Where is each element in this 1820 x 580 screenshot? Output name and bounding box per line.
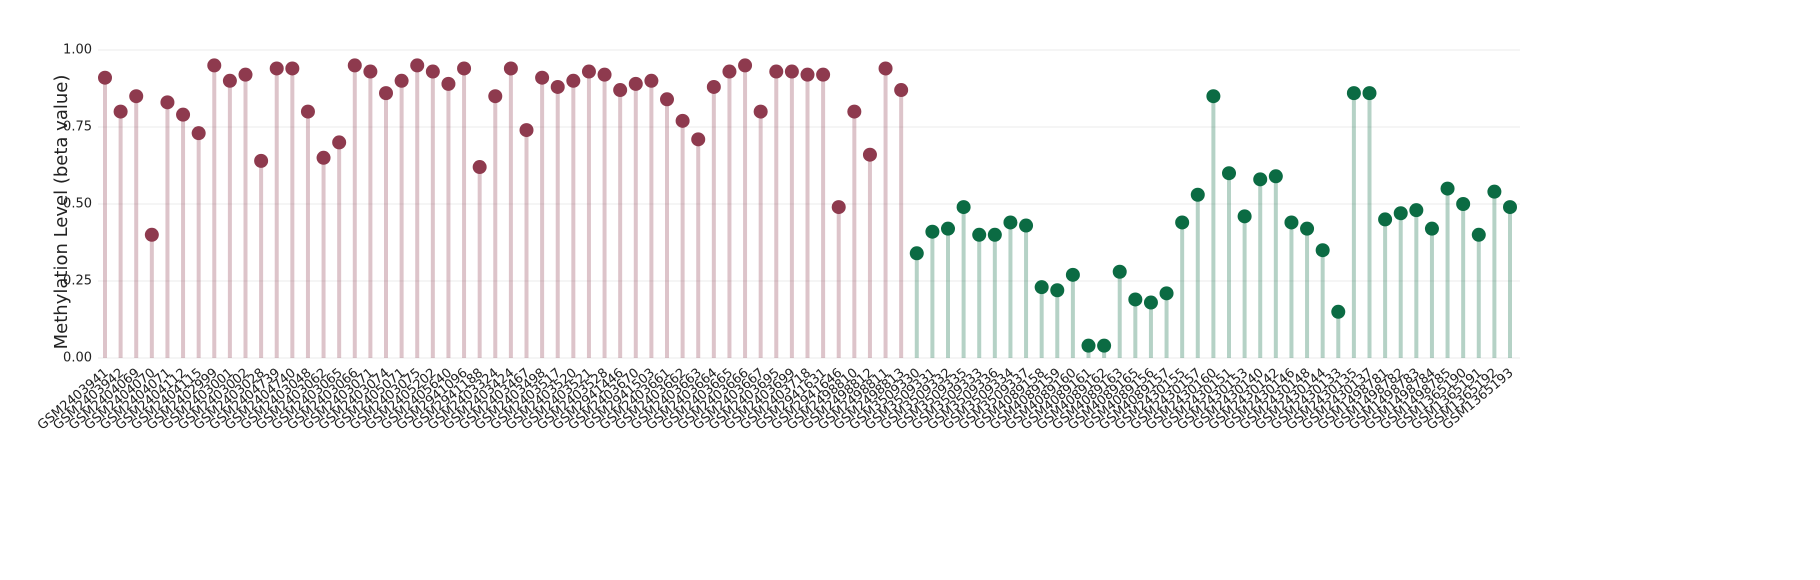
dot bbox=[285, 61, 300, 76]
y-tick-label: 0.25 bbox=[63, 274, 92, 289]
dot bbox=[909, 246, 924, 261]
dot bbox=[1050, 283, 1065, 298]
dot bbox=[441, 76, 456, 91]
dot bbox=[98, 70, 112, 85]
dot bbox=[269, 61, 284, 76]
dot bbox=[691, 132, 706, 147]
dot bbox=[1019, 218, 1034, 233]
dot bbox=[394, 73, 409, 88]
dot bbox=[1190, 187, 1205, 202]
dot bbox=[753, 104, 768, 119]
dot bbox=[1378, 212, 1393, 227]
dot bbox=[1346, 86, 1361, 101]
dot bbox=[1097, 338, 1112, 353]
dot bbox=[1315, 243, 1330, 258]
dot bbox=[1253, 172, 1268, 187]
y-tick-label: 1.00 bbox=[63, 43, 92, 58]
dot bbox=[1440, 181, 1455, 196]
dot bbox=[706, 79, 721, 94]
dot bbox=[1268, 169, 1283, 184]
dot bbox=[597, 67, 612, 82]
dot bbox=[722, 64, 737, 79]
dot bbox=[1409, 203, 1424, 218]
dot bbox=[878, 61, 893, 76]
dot bbox=[238, 67, 253, 82]
dot bbox=[1393, 206, 1408, 221]
dot bbox=[1471, 227, 1486, 242]
dot bbox=[628, 76, 643, 91]
dot bbox=[941, 221, 955, 236]
dot bbox=[160, 95, 175, 110]
dot bbox=[1362, 86, 1377, 101]
y-axis-label: Methylation Level (beta value) bbox=[51, 75, 72, 350]
dot bbox=[1331, 304, 1346, 319]
dot bbox=[1159, 286, 1174, 301]
dot bbox=[1065, 267, 1080, 282]
dot bbox=[1300, 221, 1315, 236]
dot bbox=[987, 227, 1002, 242]
dot bbox=[1503, 200, 1517, 215]
dot bbox=[862, 147, 877, 162]
dot bbox=[300, 104, 315, 119]
dot bbox=[503, 61, 518, 76]
dot bbox=[1143, 295, 1158, 310]
dot bbox=[316, 150, 331, 165]
dot bbox=[894, 83, 909, 98]
dot bbox=[379, 86, 393, 101]
dot bbox=[519, 123, 534, 138]
dot bbox=[1081, 338, 1096, 353]
dot bbox=[769, 64, 784, 79]
dot bbox=[831, 200, 846, 215]
dot bbox=[207, 58, 222, 73]
dot bbox=[254, 153, 269, 168]
dot bbox=[113, 104, 128, 119]
dot bbox=[410, 58, 425, 73]
dot bbox=[847, 104, 862, 119]
dot bbox=[191, 126, 206, 141]
dot bbox=[425, 64, 440, 79]
dot bbox=[675, 113, 690, 128]
dot bbox=[1112, 264, 1127, 279]
dot bbox=[1175, 215, 1190, 230]
dot bbox=[332, 135, 347, 150]
dot bbox=[566, 73, 581, 88]
dot bbox=[816, 67, 831, 82]
dot bbox=[660, 92, 674, 107]
dot bbox=[1237, 209, 1252, 224]
dot bbox=[1487, 184, 1502, 199]
dot bbox=[363, 64, 378, 79]
dot bbox=[1034, 280, 1049, 295]
dot bbox=[144, 227, 159, 242]
dot bbox=[1222, 166, 1236, 181]
dot bbox=[488, 89, 503, 104]
dot bbox=[613, 83, 628, 98]
y-tick-label: 0.00 bbox=[63, 351, 92, 366]
dot bbox=[550, 79, 565, 94]
dot bbox=[176, 107, 191, 122]
dot bbox=[347, 58, 362, 73]
dot bbox=[457, 61, 472, 76]
dot bbox=[644, 73, 659, 88]
dot bbox=[1128, 292, 1143, 307]
dot bbox=[738, 58, 753, 73]
dot bbox=[972, 227, 987, 242]
y-tick-label: 0.75 bbox=[63, 120, 92, 135]
dot bbox=[956, 200, 971, 215]
dot bbox=[535, 70, 550, 85]
dot bbox=[784, 64, 799, 79]
dot bbox=[800, 67, 815, 82]
dot bbox=[1003, 215, 1018, 230]
dot bbox=[1456, 197, 1471, 211]
dot bbox=[129, 89, 144, 104]
dot bbox=[581, 64, 596, 79]
dot bbox=[222, 73, 237, 88]
dot bbox=[472, 160, 487, 175]
y-tick-label: 0.50 bbox=[63, 197, 92, 212]
dot bbox=[1284, 215, 1299, 230]
dot bbox=[925, 224, 940, 239]
dot bbox=[1424, 221, 1439, 236]
dot bbox=[1206, 89, 1221, 104]
